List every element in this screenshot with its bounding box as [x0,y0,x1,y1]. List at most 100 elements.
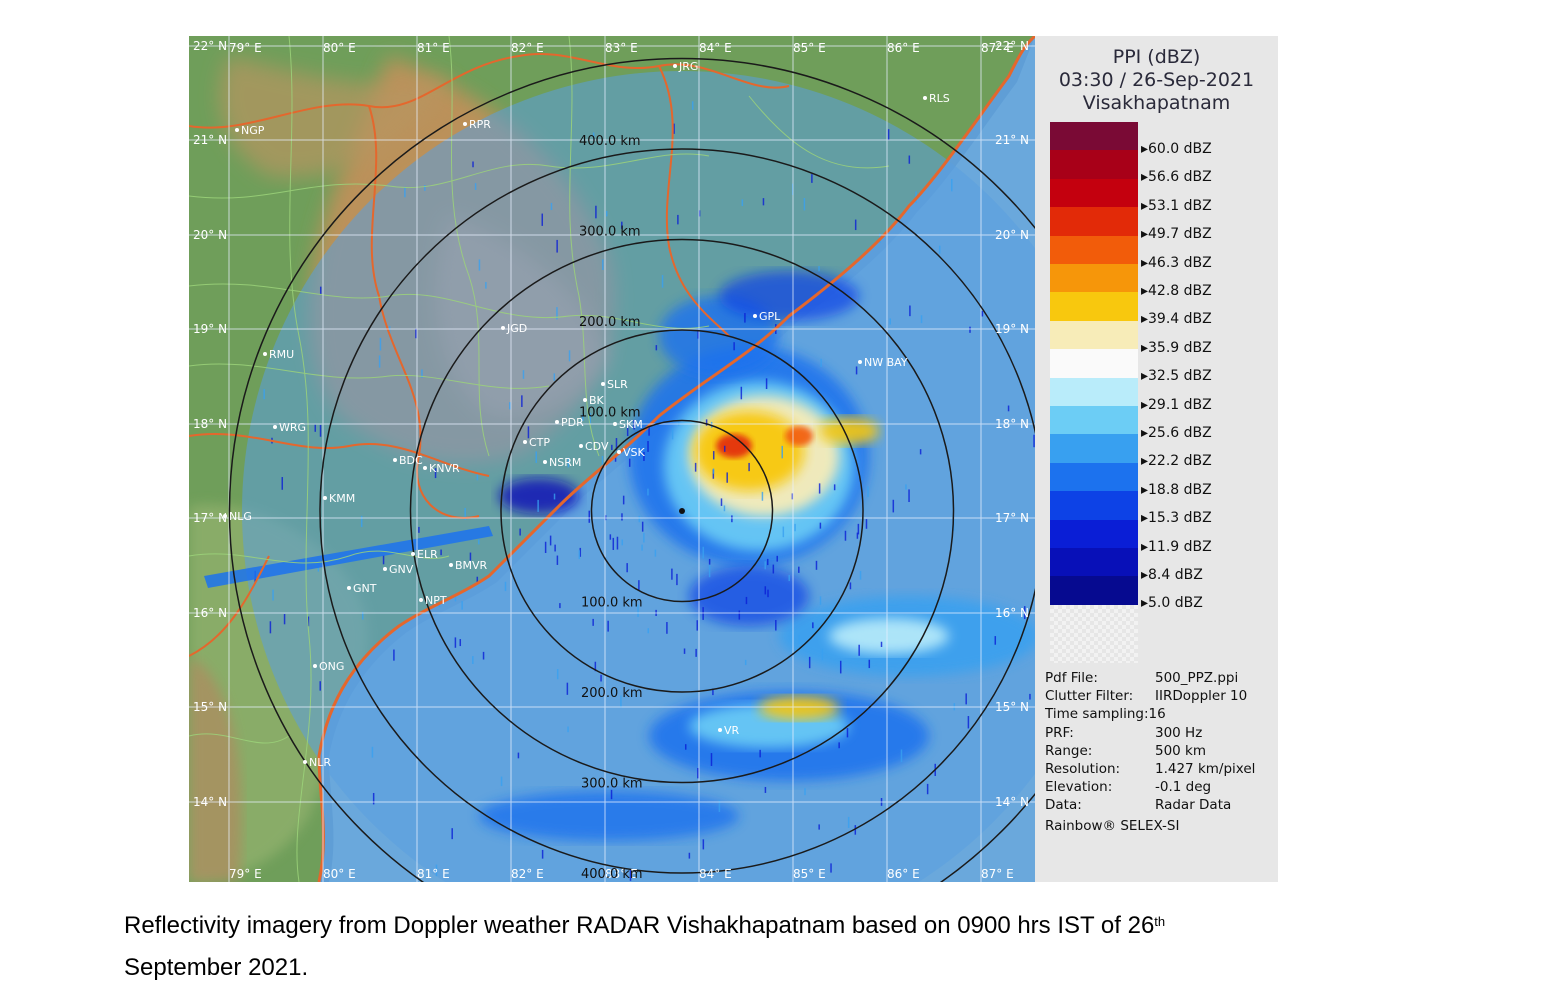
scale-swatch [1050,548,1138,577]
echo-speckle [566,682,569,695]
info-row: Elevation: -0.1 deg [1045,779,1211,795]
lat-label-right: 17° N [995,511,1029,525]
scale-swatch [1050,462,1138,492]
scale-tick-label: ▸8.4 dBZ [1141,567,1203,583]
echo-speckle [610,789,613,800]
scale-swatch [1050,207,1138,237]
echo-speckle [478,259,481,271]
echo-speckle [607,620,609,632]
echo-speckle [476,474,479,481]
echo-speckle [556,555,559,565]
scale-swatch [1050,519,1138,549]
caption-text-2: September 2021. [124,954,309,981]
caption-superscript: th [1154,914,1166,929]
place-label: WRG [279,421,306,434]
echo-speckle [382,555,385,565]
echo-speckle [710,753,713,766]
info-key: Time sampling: [1045,706,1149,723]
echo-speckle [472,656,474,665]
echo-speckle [671,428,674,440]
place-label: NLR [309,756,331,769]
echo-speckle [474,183,477,190]
scale-swatch [1050,434,1138,464]
place-label: NSRM [549,456,581,469]
lon-label-top: 86° E [887,41,920,55]
echo-speckle [764,561,767,570]
place-label: ONG [319,660,344,673]
echo-speckle [767,589,769,598]
echo-speckle [731,515,733,523]
echo-speckle [647,441,649,452]
lon-label-top: 81° E [417,41,450,55]
place-dot [718,728,722,732]
echo-speckle [844,530,847,541]
echo-speckle [794,523,796,532]
range-label-north: 300.0 km [579,225,641,240]
echo-speckle [541,849,544,859]
scale-tick-label: ▸39.4 dBZ [1141,311,1212,328]
echo-speckle [938,245,941,254]
echo-speckle [708,558,711,565]
credit-text: Rainbow® SELEX-SI [1045,818,1180,834]
scale-tick-label: ▸25.6 dBZ [1141,425,1212,441]
echo-speckle [720,498,723,506]
place-dot [617,450,621,454]
echo-speckle [671,568,673,580]
scale-swatch [1050,178,1138,208]
echo-speckle [647,488,649,496]
info-row: Pdf File: 500_PPZ.ppi [1045,670,1238,686]
place-label: JGD [506,322,527,335]
lat-label-left: 20° N [193,228,227,242]
radar-echo-layer [204,71,1035,882]
echo-speckle [469,552,472,561]
echo-speckle [776,555,778,562]
echo-speckle [1029,693,1031,700]
echo-speckle [880,641,883,647]
echo-speckle [611,444,613,451]
place-dot [449,563,453,567]
place-dot [501,326,505,330]
echo-speckle [269,621,272,634]
echo-speckle [556,669,559,680]
place-dot [583,398,587,402]
lon-label-bottom: 83° E [605,867,638,881]
echo-speckle [424,185,426,191]
echo-speckle [798,566,800,573]
scale-tick-label: ▸22.2 dBZ [1141,453,1212,470]
echo-speckle [815,560,818,570]
lat-label-left: 18° N [193,417,227,431]
echo-speckle [509,402,511,410]
echo-speckle [361,611,364,620]
echo-speckle [504,581,507,592]
scale-tick-label: ▸49.7 dBZ [1141,226,1212,243]
echo-speckle [782,526,785,538]
graticule [189,36,1035,882]
range-label-north: 100.0 km [579,406,641,421]
echo-speckle [421,369,423,378]
echo-speckle [712,451,715,460]
lon-label-bottom: 86° E [887,867,920,881]
echo-speckle [889,318,891,325]
echo-speckle [638,580,640,591]
info-row: Resolution: 1.427 km/pixel [1045,761,1255,777]
echo-speckle [517,752,520,759]
place-label: NW BAY [864,356,908,369]
echo-speckle [435,864,438,877]
echo-speckle [594,661,597,672]
echo-speckle [951,178,953,192]
lon-label-bottom: 84° E [699,867,732,881]
echo-speckle [856,532,859,539]
echo-speckle [702,839,705,850]
echo-speckle [761,491,764,501]
place-label: GNV [389,563,414,576]
lat-label-right: 14° N [995,795,1029,809]
place-label: GNT [353,582,377,595]
echo-speckle [788,574,790,582]
scale-tick-label: ▸53.1 dBZ [1141,197,1212,214]
scale-tick-label: ▸15.3 dBZ [1141,510,1212,527]
echo-speckle [818,483,821,494]
echo-speckle [281,477,284,490]
place-dot [543,460,547,464]
echo-speckle [578,550,581,560]
lon-label-top: 87° E [981,41,1014,55]
